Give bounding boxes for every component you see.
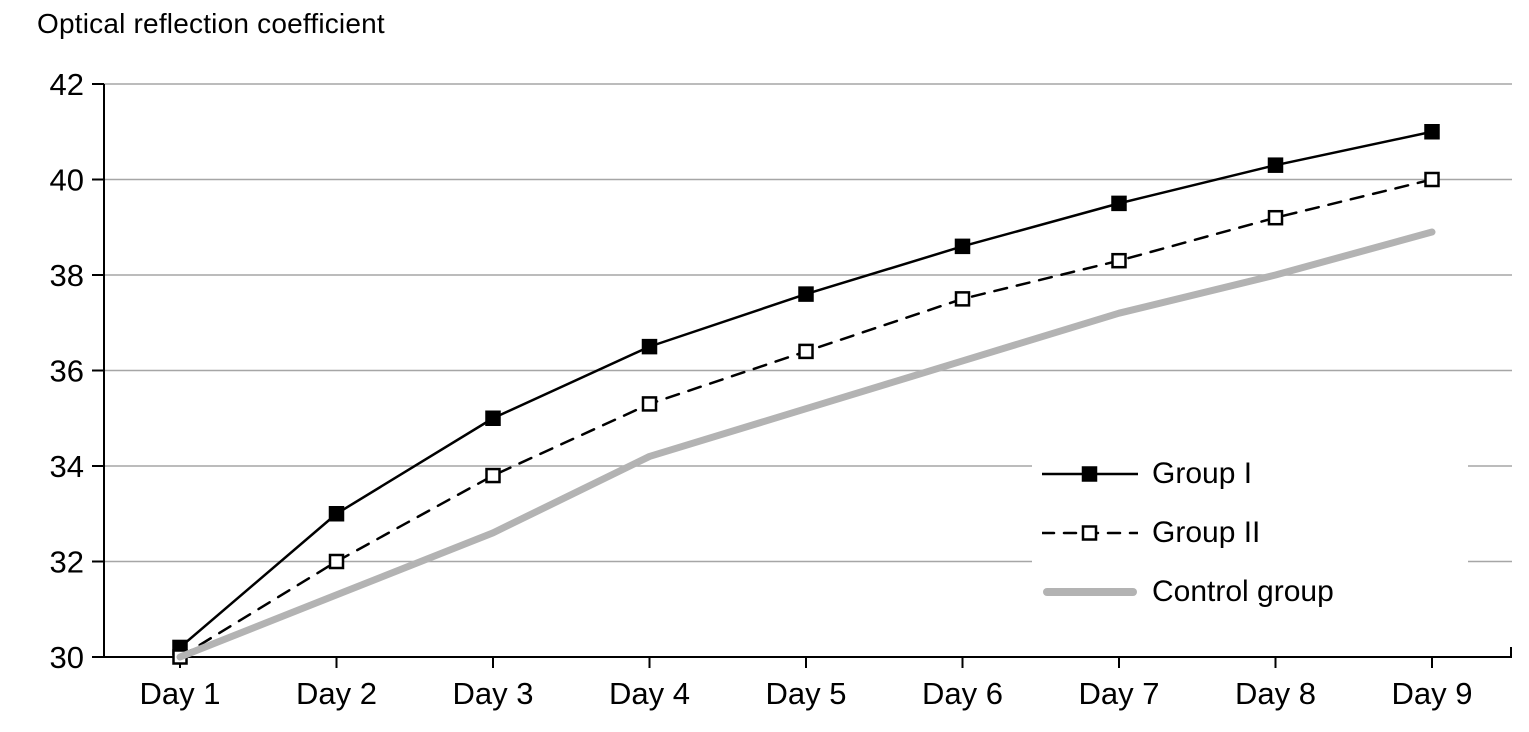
data-point-marker-group-ii [641, 396, 658, 412]
x-tick-label: Day 6 [922, 676, 1003, 711]
data-point-marker-group-i [641, 338, 658, 355]
chart-title: Optical reflection coefficient [37, 8, 385, 39]
data-point-marker-group-i [1267, 157, 1284, 173]
data-point-marker-group-ii [1111, 252, 1127, 269]
legend-marker-group-ii [1042, 525, 1138, 541]
y-tick-label: 34 [50, 449, 84, 484]
data-point-marker-group-ii [798, 343, 814, 360]
legend-item-group-ii: Group II [1032, 505, 1468, 561]
data-point-marker-group-i [954, 238, 971, 255]
y-tick-label: 38 [50, 258, 84, 293]
x-tick-label: Day 8 [1235, 676, 1316, 711]
legend: Group I Group II Control group [1032, 444, 1468, 622]
y-tick-label: 42 [50, 67, 84, 102]
y-tick-label: 30 [50, 640, 84, 675]
data-point-marker-group-i [485, 410, 501, 426]
data-point-marker-group-ii [485, 467, 501, 484]
data-point-marker-group-i [798, 286, 814, 302]
x-tick-label: Day 9 [1392, 676, 1473, 711]
x-tick-label: Day 2 [296, 676, 377, 711]
legend-item-control-group: Control group [1032, 564, 1468, 620]
data-point-marker-group-i [1424, 124, 1440, 140]
legend-label: Control group [1152, 575, 1334, 608]
series-line-control-group [176, 228, 1436, 661]
legend-label: Group II [1152, 516, 1261, 549]
x-tick-label: Day 4 [609, 676, 690, 711]
legend-item-group-i: Group I [1032, 446, 1468, 502]
y-tick-label: 32 [50, 545, 84, 580]
y-tick-label: 36 [50, 354, 84, 389]
data-point-marker-group-ii [328, 553, 345, 570]
data-point-marker-group-ii [1424, 171, 1440, 188]
data-point-marker-group-ii [954, 291, 971, 307]
data-point-marker-group-ii [1267, 209, 1284, 226]
legend-label: Group I [1152, 457, 1253, 490]
x-tick-label: Day 3 [453, 676, 534, 711]
x-tick-label: Day 1 [140, 676, 221, 711]
data-point-marker-group-i [328, 506, 345, 522]
y-tick-label: 40 [50, 163, 84, 198]
data-point-marker-group-i [1111, 195, 1127, 212]
legend-marker-control-group [1043, 588, 1137, 596]
x-tick-label: Day 7 [1079, 676, 1160, 711]
x-tick-label: Day 5 [766, 676, 847, 711]
legend-marker-group-i [1042, 466, 1138, 482]
